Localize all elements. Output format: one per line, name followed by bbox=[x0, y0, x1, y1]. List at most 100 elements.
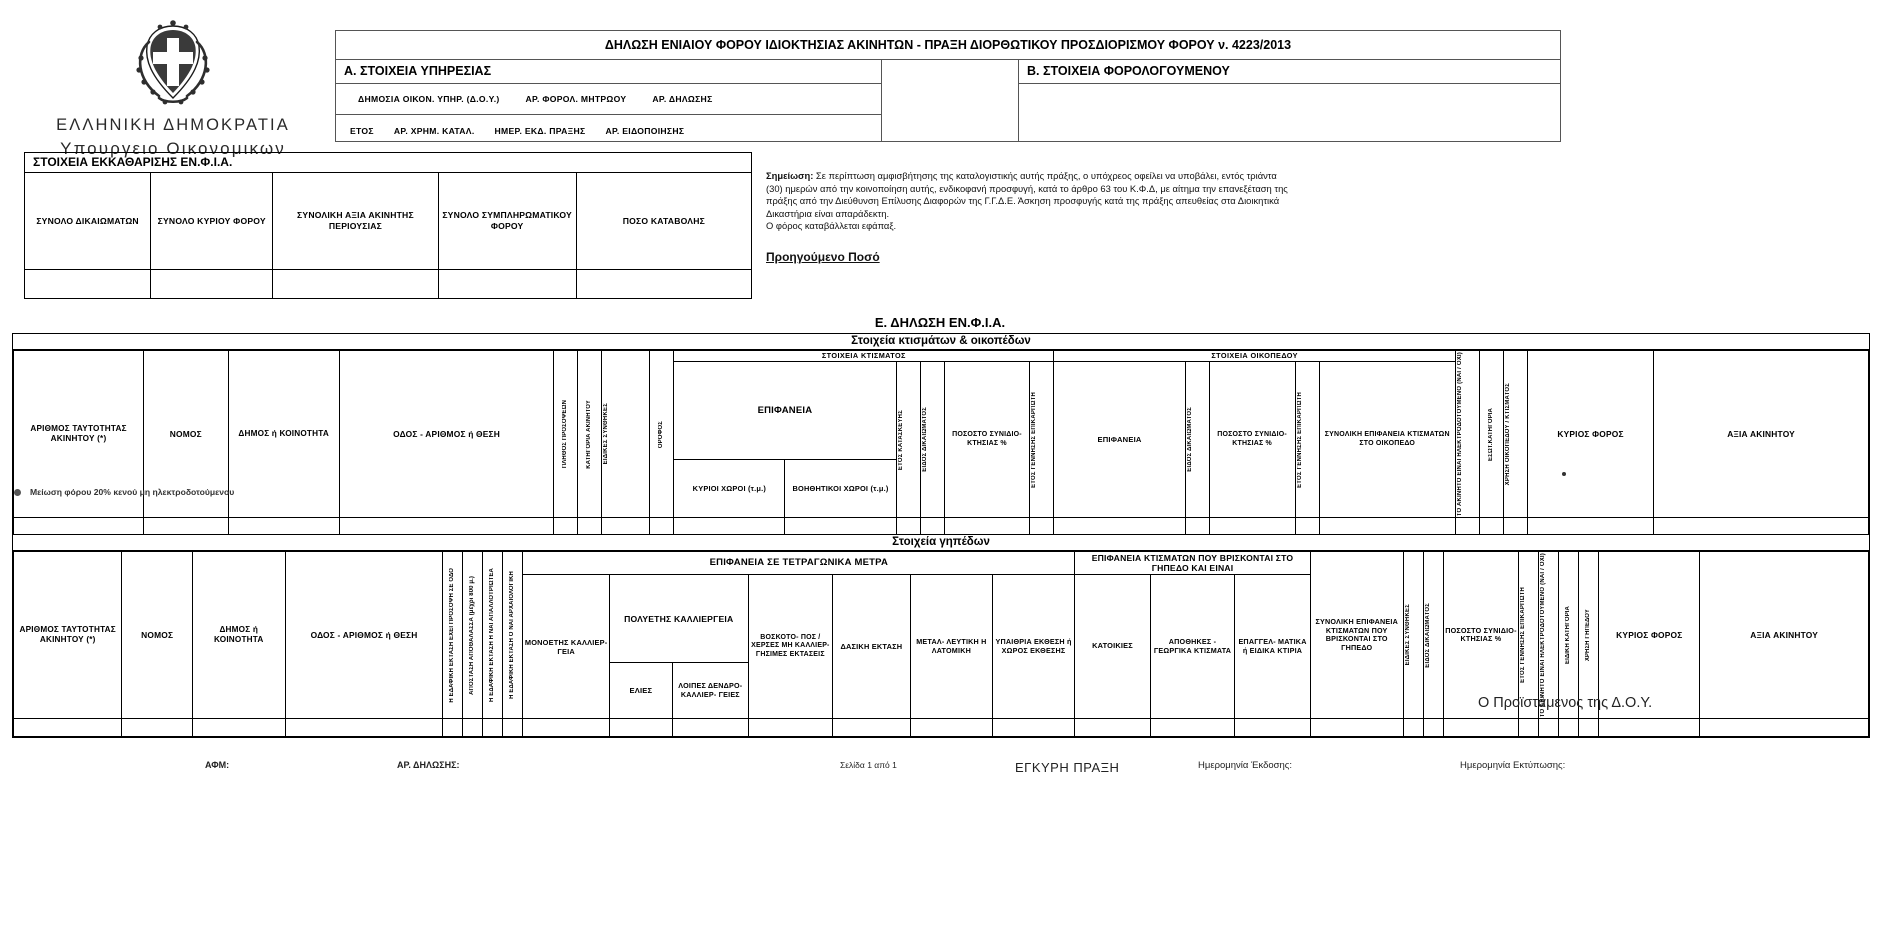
section-a-row-1: ΔΗΜΟΣΙΑ ΟΙΚΟΝ. ΥΠΗΡ. (Δ.Ο.Υ.) ΑΡ. ΦΟΡΟΛ.… bbox=[336, 84, 881, 114]
bcol-property-category: ΚΑΤΗΓΟΡΙΑ ΑΚΙΝΗΤΟΥ bbox=[577, 349, 603, 519]
pval-right-type[interactable] bbox=[1422, 718, 1444, 738]
field-label-notice-no: ΑΡ. ΕΙΔΟΠΟΙΗΣΗΣ bbox=[605, 125, 685, 136]
pcol-distance-sea: ΑΠΟΣΤΑΣΗ ΑΠΟΘΑΛΑΣΣΑ (μέχρι 800 μ.) bbox=[462, 550, 484, 720]
clearing-col-total-main-tax: ΣΥΝΟΛΟ ΚΥΡΙΟΥ ΦΟΡΟΥ bbox=[150, 172, 274, 270]
pcol-municipality: ΔΗΜΟΣ ή ΚΟΙΝΟΤΗΤΑ bbox=[191, 550, 286, 720]
section-a-title: Α. ΣΤΟΙΧΕΙΑ ΥΠΗΡΕΣΙΑΣ bbox=[336, 60, 881, 84]
pval-plot-usage[interactable] bbox=[1578, 718, 1600, 738]
clearing-col-total-property-value: ΣΥΝΟΛΙΚΗ ΑΞΙΑ ΑΚΙΝΗΤΗΣ ΠΕΡΙΟΥΣΙΑΣ bbox=[272, 172, 439, 270]
pcol-mining: ΜΕΤΑΛ- ΛΕΥΤΙΚΗ Η ΛΑΤΟΜΙΚΗ bbox=[909, 573, 993, 720]
buildings-table: ΑΡΙΘΜΟΣ ΤΑΥΤΟΤΗΤΑΣ ΑΚΙΝΗΤΟΥ (*) ΝΟΜΟΣ ΔΗ… bbox=[12, 349, 1869, 537]
pval-street[interactable] bbox=[284, 718, 444, 738]
pval-electrified[interactable] bbox=[1538, 718, 1560, 738]
pcol-forest: ΔΑΣΙΚΗ ΕΚΤΑΣΗ bbox=[831, 573, 911, 720]
pcol-warehouses: ΑΠΟΘΗΚΕΣ - ΓΕΩΡΓΙΚΑ ΚΤΙΣΜΑΤΑ bbox=[1149, 573, 1236, 720]
pval-birth-year[interactable] bbox=[1518, 718, 1540, 738]
plots-subheader-row: ΕΛΙΕΣ ΛΟΙΠΕΣ ΔΕΝΔΡΟ- ΚΑΛΛΙΕΡ- ΓΕΙΕΣ bbox=[14, 662, 1869, 720]
bcol-co-ownership-pct: ΠΟΣΟΣΤΟ ΣΥΝΙΔΙΟ- ΚΤΗΣΙΑΣ % bbox=[943, 361, 1031, 519]
bcol-right-type: ΕΙΔΟΣ ΔΙΚΑΙΩΜΑΤΟΣ bbox=[919, 361, 945, 519]
row-marker-dot-icon bbox=[1562, 472, 1566, 476]
pcol-group-surface: ΕΠΙΦΑΝΕΙΑ ΣΕ ΤΕΤΡΑΓΩΝΙΚΑ ΜΕΤΡΑ bbox=[522, 551, 1076, 575]
pval-has-frontage[interactable] bbox=[442, 718, 464, 738]
clearing-col-total-rights: ΣΥΝΟΛΟ ΔΙΚΑΙΩΜΑΤΩΝ bbox=[23, 172, 152, 270]
bcol-plot-co-ownership-pct: ΠΟΣΟΣΤΟ ΣΥΝΙΔΙΟ- ΚΤΗΣΙΑΣ % bbox=[1208, 361, 1296, 519]
pval-forest[interactable] bbox=[831, 718, 911, 738]
pval-warehouses[interactable] bbox=[1149, 718, 1236, 738]
bcol-main-area: ΚΥΡΙΟΙ ΧΩΡΟΙ (τ.μ.) bbox=[673, 459, 786, 519]
nation-line-1: ΕΛΛΗΝΙΚΗ ΔΗΜΟΚΡΑΤΙΑ bbox=[56, 116, 290, 134]
bcol-special-conditions: ΕΙΔΙΚΕΣ ΣΥΝΘΗΚΕΣ bbox=[601, 349, 651, 519]
bcol-group-plot: ΣΤΟΙΧΕΙΑ ΟΙΚΟΠΕΔΟΥ bbox=[1053, 349, 1456, 363]
bcol-floor: ΟΡΟΦΟΣ bbox=[649, 349, 675, 519]
pval-property-id[interactable] bbox=[12, 718, 123, 738]
table-row[interactable] bbox=[12, 718, 1869, 738]
clearing-col-amount-payable: ΠΟΣΟ ΚΑΤΑΒΟΛΗΣ bbox=[575, 172, 753, 270]
buildings-subheader-row: ΚΥΡΙΟΙ ΧΩΡΟΙ (τ.μ.) ΒΟΗΘΗΤΙΚΟΙ ΧΩΡΟΙ (τ.… bbox=[14, 459, 1869, 519]
section-a-row-2: ΕΤΟΣ ΑΡ. ΧΡΗΜ. ΚΑΤΑΛ. ΗΜΕΡ. ΕΚΔ. ΠΡΑΞΗΣ … bbox=[336, 114, 881, 146]
field-label-issue-date: ΗΜΕΡ. ΕΚΔ. ΠΡΑΞΗΣ bbox=[494, 125, 586, 136]
ministry-header: ΕΛΛΗΝΙΚΗ ΔΗΜΟΚΡΑΤΙΑ Υπουργειο Οικονομικω… bbox=[14, 18, 332, 159]
pcol-group-buildings-on-plot: ΕΠΙΦΑΝΕΙΑ ΚΤΙΣΜΑΤΩΝ ΠΟΥ ΒΡΙΣΚΟΝΤΑΙ ΣΤΟ Γ… bbox=[1074, 551, 1311, 575]
bcol-group-surface: ΕΠΙΦΑΝΕΙΑ bbox=[673, 361, 897, 461]
pval-open-exhibition[interactable] bbox=[991, 718, 1076, 738]
signature-line: Ο Προϊστάμενος της Δ.Ο.Υ. bbox=[1478, 695, 1653, 711]
bcol-main-tax: ΚΥΡΙΟΣ ΦΟΡΟΣ bbox=[1526, 349, 1655, 519]
pval-special-conditions[interactable] bbox=[1402, 718, 1424, 738]
clearing-value-total-rights bbox=[23, 269, 152, 299]
pval-archaeological[interactable] bbox=[502, 718, 524, 738]
pcol-single-crop: ΜΟΝΟΕΤΗΣ ΚΑΛΛΙΕΡ- ΓΕΙΑ bbox=[522, 573, 610, 720]
pval-pasture[interactable] bbox=[747, 718, 833, 738]
pval-prefecture[interactable] bbox=[121, 718, 193, 738]
pval-single-crop[interactable] bbox=[522, 718, 610, 738]
section-b-title: Β. ΣΤΟΙΧΕΙΑ ΦΟΡΟΛΟΓΟΥΜΕΝΟΥ bbox=[1019, 60, 1560, 84]
section-e-title: Ε. ΔΗΛΩΣΗ ΕΝ.Φ.Ι.Α. bbox=[874, 315, 1006, 330]
pval-professional[interactable] bbox=[1234, 718, 1311, 738]
pcol-pasture: ΒΟΣΚΟΤΟ- ΠΟΣ / ΧΕΡΣΕΣ ΜΗ ΚΑΛΛΙΕΡ- ΓΗΣΙΜΕ… bbox=[747, 573, 833, 720]
nation-line-2: Υπουργειο Οικονομικων bbox=[60, 139, 286, 158]
pval-other-trees[interactable] bbox=[671, 718, 749, 738]
bcol-plot-usufruct-birth-year: ΕΤΟΣ ΓΕΝΝΗΣΗΣ ΕΠΙΚΑΡΠΩΤΗ bbox=[1294, 361, 1320, 519]
pcol-archaeological: Η ΕΔΑΦΙΚΗ ΕΚΤΑΣΗ Ο ΝΑΙ ΑΡΧΑΙΟΛΟΓΙΚΗ bbox=[502, 550, 524, 720]
pcol-olives: ΕΛΙΕΣ bbox=[608, 662, 673, 720]
pcol-property-value: ΑΞΙΑ ΑΚΙΝΗΤΟΥ bbox=[1699, 550, 1869, 720]
pcol-prefecture: ΝΟΜΟΣ bbox=[121, 550, 193, 720]
pval-residences[interactable] bbox=[1074, 718, 1151, 738]
bcol-property-value: ΑΞΙΑ ΑΚΙΝΗΤΟΥ bbox=[1653, 349, 1869, 519]
pval-mining[interactable] bbox=[909, 718, 993, 738]
note-line-4: Δικαστήρια είναι απαράδεκτη. bbox=[766, 207, 890, 219]
section-b-taxpayer-details: Β. ΣΤΟΙΧΕΙΑ ΦΟΡΟΛΟΓΟΥΜΕΝΟΥ bbox=[1018, 60, 1560, 141]
field-label-year: ΕΤΟΣ bbox=[350, 125, 374, 136]
field-label-fin-catalog: ΑΡ. ΧΡΗΜ. ΚΑΤΑΛ. bbox=[393, 125, 475, 136]
bcol-group-building: ΣΤΟΙΧΕΙΑ ΚΤΙΣΜΑΤΟΣ bbox=[673, 349, 1055, 363]
pval-main-tax[interactable] bbox=[1598, 718, 1701, 738]
document-header-box: ΔΗΛΩΣΗ ΕΝΙΑΙΟΥ ΦΟΡΟΥ ΙΔΙΟΚΤΗΣΙΑΣ ΑΚΙΝΗΤΩ… bbox=[335, 30, 1561, 142]
clearing-value-total-property-value bbox=[272, 269, 439, 299]
pcol-co-ownership-pct: ΠΟΣΟΣΤΟ ΣΥΝΙΔΙΟ- ΚΤΗΣΙΑΣ % bbox=[1442, 550, 1520, 720]
bcol-usage: ΧΡΗΣΗ ΟΙΚΟΠΕΔΟΥ / ΚΤΙΣΜΑΤΟΣ bbox=[1502, 349, 1528, 519]
plots-subgroup-row: ΜΟΝΟΕΤΗΣ ΚΑΛΛΙΕΡ- ΓΕΙΑ ΠΟΛΥΕΤΗΣ ΚΑΛΛΙΕΡΓ… bbox=[14, 573, 1869, 720]
plots-table-block: Στοιχεία γηπέδων ΑΡΙΘΜΟΣ ΤΑΥΤΟΤΗΤΑΣ ΑΚΙΝ… bbox=[12, 534, 1870, 739]
clearing-value-amount-payable bbox=[575, 269, 753, 299]
pcol-residences: ΚΑΤΟΙΚΙΕΣ bbox=[1074, 573, 1151, 720]
pval-total-buildings[interactable] bbox=[1309, 718, 1404, 738]
legal-note: Σημείωση: Σε περίπτωση αμφισβήτησης της … bbox=[766, 170, 1556, 233]
pval-property-value[interactable] bbox=[1699, 718, 1869, 738]
pval-special-category[interactable] bbox=[1558, 718, 1580, 738]
pcol-right-type: ΕΙΔΟΣ ΔΙΚΑΙΩΜΑΤΟΣ bbox=[1422, 550, 1444, 720]
pcol-group-multiyear: ΠΟΛΥΕΤΗΣ ΚΑΛΛΙΕΡΓΕΙΑ bbox=[608, 573, 749, 664]
plots-group-row: ΑΡΙΘΜΟΣ ΤΑΥΤΟΤΗΤΑΣ ΑΚΙΝΗΤΟΥ (*) ΝΟΜΟΣ ΔΗ… bbox=[12, 550, 1869, 720]
pval-distance-sea[interactable] bbox=[462, 718, 484, 738]
pcol-special-category: ΕΙΔΙΚΗ ΚΑΤΗΓΟΡΙΑ bbox=[1558, 550, 1580, 720]
pval-municipality[interactable] bbox=[191, 718, 286, 738]
pcol-property-id: ΑΡΙΘΜΟΣ ΤΑΥΤΟΤΗΤΑΣ ΑΚΙΝΗΤΟΥ (*) bbox=[12, 550, 123, 720]
pval-expropriated[interactable] bbox=[482, 718, 504, 738]
pval-co-ownership[interactable] bbox=[1442, 718, 1520, 738]
pcol-expropriated: Η ΕΔΑΦΙΚΗ ΕΚΤΑΣΗ Η ΝΑΙ ΑΠΑΛΛΟΤΡΙΩΤΕΑ bbox=[482, 550, 504, 720]
table-row[interactable] bbox=[12, 517, 1869, 537]
field-label-declaration-no: ΑΡ. ΔΗΛΩΣΗΣ bbox=[652, 94, 713, 104]
pval-olives[interactable] bbox=[608, 718, 673, 738]
buildings-subgroup-row: ΕΠΙΦΑΝΕΙΑ ΕΤΟΣ ΚΑΤΑΣΚΕΥΗΣ ΕΙΔΟΣ ΔΙΚΑΙΩΜΑ… bbox=[14, 361, 1869, 519]
previous-amount-link[interactable]: Προηγούμενο Ποσό bbox=[766, 250, 880, 264]
section-a-service-details: Α. ΣΤΟΙΧΕΙΑ ΥΠΗΡΕΣΙΑΣ ΔΗΜΟΣΙΑ ΟΙΚΟΝ. ΥΠΗ… bbox=[336, 60, 882, 141]
bcol-aux-area: ΒΟΗΘΗΤΙΚΟΙ ΧΩΡΟΙ (τ.μ.) bbox=[784, 459, 897, 519]
